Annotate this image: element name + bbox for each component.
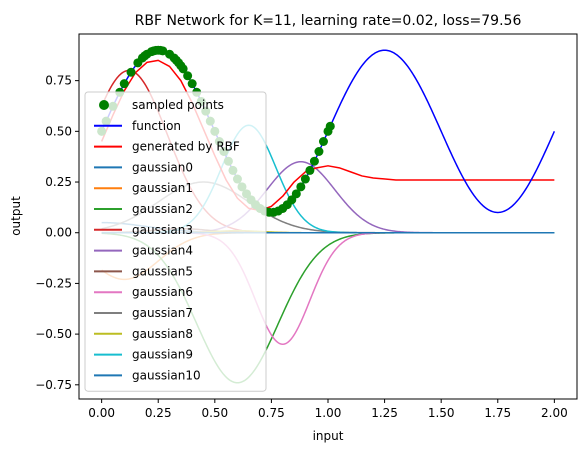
x-tick-label: 0.75 bbox=[258, 406, 285, 420]
y-tick-label: 0.25 bbox=[45, 175, 72, 189]
legend-marker-sampled-points bbox=[99, 100, 109, 110]
sampled-point bbox=[126, 67, 136, 77]
x-tick-label: 1.75 bbox=[484, 406, 511, 420]
y-tick-label: −0.75 bbox=[35, 378, 72, 392]
x-tick-label: 0.25 bbox=[145, 406, 172, 420]
legend-label-function: function bbox=[132, 119, 181, 133]
legend-label-gaussian2: gaussian2 bbox=[132, 202, 193, 216]
legend-label-gaussian4: gaussian4 bbox=[132, 244, 193, 258]
sampled-point bbox=[296, 182, 306, 192]
sampled-point bbox=[158, 46, 168, 56]
legend-label-sampled-points: sampled points bbox=[132, 98, 224, 112]
legend-label-gaussian8: gaussian8 bbox=[132, 327, 193, 341]
y-tick-label: −0.50 bbox=[35, 327, 72, 341]
sampled-point bbox=[178, 64, 188, 74]
sampled-point bbox=[309, 156, 319, 166]
legend-box bbox=[84, 91, 267, 392]
sampled-point bbox=[318, 137, 328, 146]
sampled-point bbox=[187, 79, 197, 89]
sampled-point bbox=[183, 71, 193, 81]
x-tick-label: 1.00 bbox=[315, 406, 342, 420]
y-axis: −0.75 −0.50 −0.25 0.00 0.25 0.50 0.75 bbox=[35, 74, 79, 392]
x-axis-label: input bbox=[313, 429, 344, 443]
legend-label-gaussian3: gaussian3 bbox=[132, 223, 193, 237]
legend-label-gaussian1: gaussian1 bbox=[132, 181, 193, 195]
y-tick-label: 0.75 bbox=[45, 74, 72, 88]
sampled-point bbox=[305, 165, 315, 175]
sampled-point bbox=[291, 189, 301, 199]
x-tick-label: 0.00 bbox=[88, 406, 115, 420]
chart-title: RBF Network for K=11, learning rate=0.02… bbox=[135, 13, 522, 29]
x-tick-label: 0.50 bbox=[201, 406, 228, 420]
x-tick-label: 2.00 bbox=[541, 406, 568, 420]
x-axis: 0.00 0.25 0.50 0.75 1.00 1.25 1.50 1.75 2.00 bbox=[88, 399, 568, 420]
x-tick-label: 1.50 bbox=[428, 406, 455, 420]
sampled-point bbox=[325, 121, 335, 131]
legend-label-gaussian10: gaussian10 bbox=[132, 368, 201, 382]
legend-label-gaussian6: gaussian6 bbox=[132, 285, 193, 299]
legend-label-gaussian9: gaussian9 bbox=[132, 348, 193, 362]
legend-label-gaussian0: gaussian0 bbox=[132, 160, 193, 174]
sampled-point bbox=[314, 147, 324, 156]
y-tick-label: 0.50 bbox=[45, 124, 72, 138]
legend-label-gaussian7: gaussian7 bbox=[132, 306, 193, 320]
y-tick-label: −0.25 bbox=[35, 276, 72, 290]
legend-label-generated-by-rbf: generated by RBF bbox=[132, 140, 240, 154]
y-tick-label: 0.00 bbox=[45, 226, 72, 240]
sampled-point bbox=[300, 174, 310, 184]
legend-label-gaussian5: gaussian5 bbox=[132, 264, 193, 278]
x-tick-label: 1.25 bbox=[371, 406, 398, 420]
y-axis-label: output bbox=[9, 196, 23, 236]
sampled-point bbox=[119, 79, 129, 89]
legend: sampled points function generated by RBF ga… bbox=[84, 91, 267, 392]
